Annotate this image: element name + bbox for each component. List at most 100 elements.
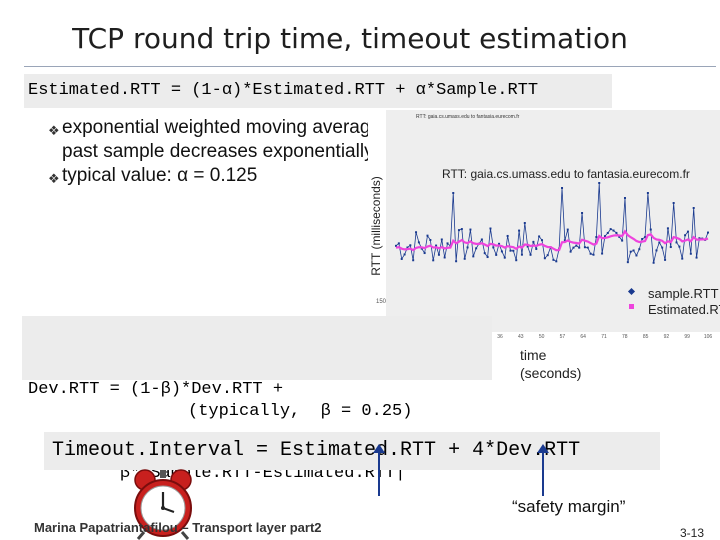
sample-point [443, 256, 446, 259]
sample-point [589, 252, 592, 255]
bullet-text-line1: typical value: α = 0.125 [62, 165, 258, 186]
sample-point [409, 244, 412, 247]
x-tick-label: 85 [643, 334, 649, 340]
slide-title: TCP round trip time, timeout estimation [72, 22, 628, 55]
sample-point [423, 252, 426, 255]
sample-point [498, 242, 501, 245]
y-axis-label: RTT (milliseconds) [369, 176, 383, 276]
x-tick-label: 78 [622, 334, 628, 340]
sample-point [518, 229, 521, 232]
x-tick-label: 64 [580, 334, 586, 340]
sample-point [661, 246, 664, 249]
arrow-head-estimated-icon [373, 444, 385, 453]
sample-point [583, 246, 586, 249]
sample-point [655, 249, 658, 252]
sample-point [621, 239, 624, 242]
sample-point [638, 248, 641, 251]
legend-estimated-label: Estimated.RTT [648, 302, 720, 317]
sample-point [529, 253, 532, 256]
sample-point [538, 235, 541, 238]
rtt-plot: RTT: gaia.cs.umass.edu to fantasia.eurec… [368, 108, 720, 344]
sample-point [592, 253, 595, 256]
sample-point [452, 192, 455, 194]
sample-point [581, 212, 584, 214]
sample-point [609, 228, 612, 231]
x-tick-label: 57 [560, 334, 566, 340]
sample-point [615, 231, 618, 234]
sample-point [395, 244, 397, 247]
x-tick-label: 36 [497, 334, 503, 340]
sample-point [429, 238, 432, 241]
sample-point [466, 246, 469, 249]
sample-point [626, 261, 629, 264]
sample-point [686, 230, 689, 233]
sample-point [480, 238, 483, 241]
sample-point [566, 228, 569, 231]
estimated-rtt-line [395, 229, 709, 252]
sample-point [669, 246, 672, 249]
sample-point [646, 192, 649, 194]
sample-point [678, 245, 681, 248]
dev-rtt-formula: Dev.RTT = (1-β)*Dev.RTT + β*|Sample.RTT-… [22, 316, 492, 483]
bullet-diamond-icon: ❖ [48, 123, 60, 138]
sample-point [632, 249, 635, 252]
sample-point [463, 257, 466, 260]
slide-number: 3-13 [680, 526, 705, 540]
bullet-item: ❖ typical value: α = 0.125 [48, 164, 558, 188]
sample-point [417, 241, 420, 244]
sample-point [555, 260, 558, 263]
sample-point [472, 255, 475, 258]
legend-estimated-marker [629, 304, 634, 309]
sample-point [532, 240, 535, 243]
arrow-to-estimated [378, 452, 380, 496]
arrow-to-devrtt [542, 452, 544, 496]
plot-small-title: RTT: gaia.cs.umass.edu to fantasia.eurec… [416, 114, 520, 120]
sample-point [698, 237, 701, 240]
alarm-clock-icon [134, 469, 192, 540]
x-tick-label: 106 [704, 334, 713, 340]
sample-point [649, 228, 652, 231]
sample-point [400, 257, 403, 260]
sample-point [575, 244, 578, 247]
time-label-line1: time [520, 347, 547, 363]
sample-point [426, 234, 429, 237]
sample-point [469, 228, 472, 231]
sample-point [483, 252, 486, 255]
sample-point [672, 202, 675, 204]
sample-point [644, 236, 647, 239]
sample-point [489, 227, 492, 230]
timeout-interval-formula: Timeout.Interval = Estimated.RTT + 4*Dev… [44, 432, 660, 470]
sample-point [486, 256, 489, 259]
sample-point [446, 242, 449, 245]
x-tick-label: 92 [664, 334, 670, 340]
time-axis-label: time (seconds) [520, 346, 581, 382]
sample-point [586, 246, 589, 249]
sample-point [652, 261, 655, 264]
sample-point [707, 231, 709, 234]
sample-point [526, 245, 529, 248]
y-tick-150: 150 [376, 299, 387, 305]
sample-point [412, 259, 415, 262]
sample-point [455, 260, 458, 263]
sample-point [515, 259, 518, 262]
safety-margin-label: “safety margin” [512, 497, 626, 516]
sample-point [563, 239, 566, 242]
sample-point [552, 258, 555, 261]
sample-point [397, 242, 400, 245]
sample-point [692, 207, 695, 209]
sample-point [460, 228, 463, 231]
sample-point [535, 247, 538, 250]
sample-point [403, 253, 406, 256]
sample-point [675, 241, 678, 244]
sample-point [503, 256, 506, 259]
sample-point [540, 239, 543, 242]
dev-rtt-line1: Dev.RTT = (1-β)*Dev.RTT + [28, 380, 284, 399]
sample-point [406, 246, 409, 249]
sample-point [635, 254, 638, 257]
sample-point [520, 253, 523, 256]
beta-typical-value: (typically, β = 0.25) [188, 402, 413, 421]
sample-point [595, 235, 598, 238]
sample-point [603, 235, 606, 238]
sample-point [543, 257, 546, 260]
footer-author: Marina Papatriantafilou – Transport laye… [34, 520, 322, 535]
